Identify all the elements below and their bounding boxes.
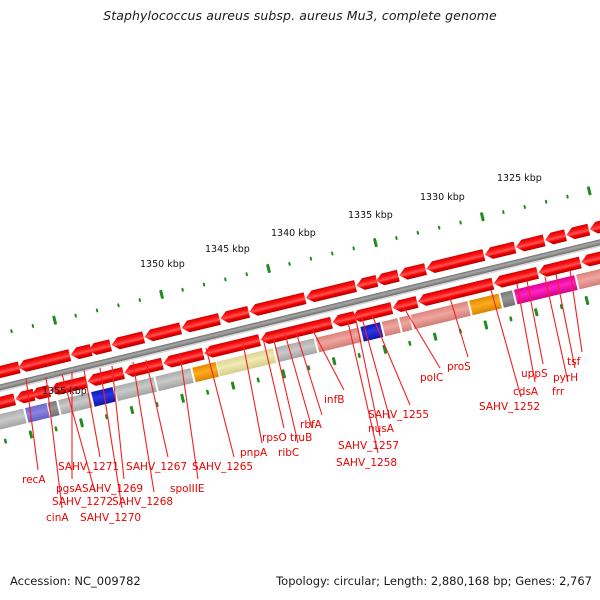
- leader-line-nusA: [361, 317, 391, 420]
- leader-line-SAHV_1272: [61, 373, 96, 493]
- gene-label-pgsA[interactable]: pgsA: [56, 483, 83, 495]
- accession-label: Accession: NC_009782: [10, 574, 141, 588]
- gene-arrow-track-upper[interactable]: [0, 210, 600, 390]
- gene-arrow-track-lower[interactable]: [0, 242, 600, 423]
- leader-line-recA: [25, 377, 39, 471]
- gene-label-SAHV_1267[interactable]: SAHV_1267: [126, 461, 187, 473]
- leader-line-spoIIIE: [179, 353, 199, 480]
- gene-label-tsf[interactable]: tsf: [567, 356, 581, 368]
- leader-line-uppS: [526, 280, 544, 365]
- gene-label-SAHV_1268[interactable]: SAHV_1268: [112, 496, 173, 508]
- gene-label-nusA[interactable]: nusA: [368, 423, 395, 435]
- gene-label-recA[interactable]: recA: [22, 474, 46, 486]
- genome-backbone[interactable]: [0, 225, 600, 407]
- gene-label-spoIIIE[interactable]: spoIIIE: [170, 483, 204, 495]
- leader-line-tsf: [569, 269, 583, 353]
- leader-line-ribC: [272, 335, 299, 444]
- scale-label-group: 1355 kbp 1350 kbp 1345 kbp 1340 kbp 1335 kbp…: [42, 173, 542, 397]
- leader-line-SAHV_1258: [347, 321, 379, 454]
- genome-axis-group: [0, 186, 600, 444]
- topology-label: Topology: circular; Length: 2,880,168 bp…: [276, 574, 592, 588]
- leader-line-SAHV_1255: [371, 314, 411, 406]
- leader-line-rpsO: [262, 337, 285, 429]
- gene-label-SAHV_1257[interactable]: SAHV_1257: [338, 440, 399, 452]
- gene-label-SAHV_1271[interactable]: SAHV_1271: [58, 461, 119, 473]
- gene-label-cinA[interactable]: cinA: [46, 512, 69, 524]
- gene-label-SAHV_1270[interactable]: SAHV_1270: [80, 512, 141, 524]
- gene-label-SAHV_1269[interactable]: SAHV_1269: [82, 483, 143, 495]
- gene-label-pyrH[interactable]: pyrH: [553, 372, 578, 384]
- scale-label-1: 1350 kbp: [140, 259, 185, 270]
- gene-label-truB[interactable]: truB: [290, 432, 312, 444]
- gene-label-frr[interactable]: frr: [552, 386, 565, 398]
- status-bar: Accession: NC_009782 Topology: circular;…: [0, 560, 600, 600]
- gene-label-rpsO[interactable]: rpsO: [262, 432, 287, 444]
- gene-label-SAHV_1272[interactable]: SAHV_1272: [52, 496, 113, 508]
- scale-label-5: 1330 kbp: [420, 192, 465, 203]
- gene-label-polC[interactable]: polC: [420, 372, 443, 384]
- leader-line-SAHV_1267: [145, 359, 169, 458]
- page-title: Staphylococcus aureus subsp. aureus Mu3,…: [103, 8, 497, 23]
- genome-map-svg[interactable]: 1355 kbp 1350 kbp 1345 kbp 1340 kbp 1335 kbp…: [0, 0, 600, 560]
- leader-line-truB: [284, 333, 313, 429]
- gene-label-uppS[interactable]: uppS: [521, 368, 548, 380]
- leader-line-frr: [544, 276, 569, 383]
- leader-line-pyrH: [555, 273, 576, 369]
- leader-line-SAHV_1265: [205, 347, 235, 458]
- genome-graphical-view[interactable]: 1355 kbp 1350 kbp 1345 kbp 1340 kbp 1335 kbp…: [0, 0, 600, 560]
- scale-label-3: 1340 kbp: [271, 228, 316, 239]
- leader-line-cinA: [45, 376, 63, 509]
- scale-tick-row: [10, 186, 592, 334]
- leader-line-cdsA: [516, 283, 536, 383]
- scale-label-6: 1325 kbp: [497, 173, 542, 184]
- gene-label-infB[interactable]: infB: [324, 394, 344, 406]
- scale-label-4: 1335 kbp: [348, 210, 393, 221]
- gene-label-SAHV_1265[interactable]: SAHV_1265: [192, 461, 253, 473]
- leader-line-SAHV_1257: [355, 319, 381, 437]
- leader-line-SAHV_1271: [83, 369, 101, 458]
- gene-label-proS[interactable]: proS: [447, 361, 471, 373]
- leader-line-infB: [311, 328, 345, 391]
- gene-label-pnpA[interactable]: pnpA: [240, 447, 268, 459]
- leader-line-SAHV_1268: [132, 361, 155, 493]
- leader-line-SAHV_1270: [99, 367, 123, 509]
- scale-label-2: 1345 kbp: [205, 244, 250, 255]
- leader-line-rbfA: [295, 331, 323, 416]
- leader-line-group: [25, 269, 583, 509]
- gene-label-SAHV_1258[interactable]: SAHV_1258: [336, 457, 397, 469]
- leader-line-pnpA: [242, 342, 263, 444]
- gene-label-SAHV_1252[interactable]: SAHV_1252: [479, 401, 540, 413]
- leader-line-SAHV_1269: [111, 365, 125, 480]
- gene-label-SAHV_1255[interactable]: SAHV_1255: [368, 409, 429, 421]
- gene-label-ribC[interactable]: ribC: [278, 447, 299, 459]
- leader-line-proS: [449, 297, 469, 358]
- gene-label-rbfA[interactable]: rbfA: [300, 419, 323, 431]
- leader-line-polC: [403, 307, 441, 369]
- scale-label-0: 1355 kbp: [42, 386, 87, 397]
- gene-label-cdsA[interactable]: cdsA: [513, 386, 539, 398]
- leader-line-SAHV_1252: [490, 289, 522, 398]
